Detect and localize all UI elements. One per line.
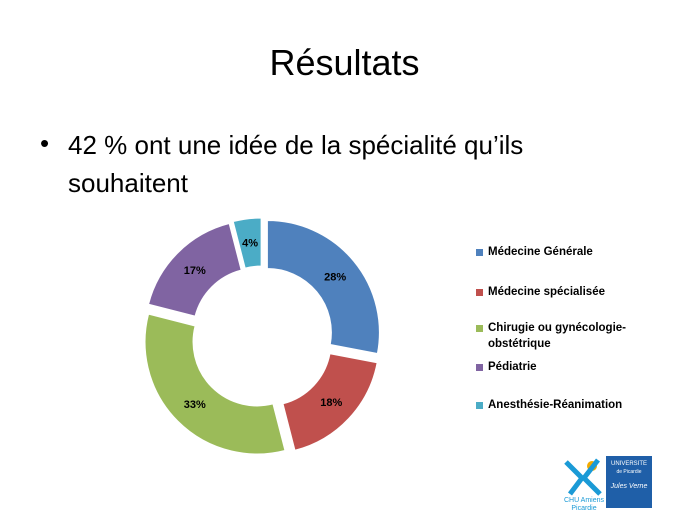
doughnut-slice (144, 313, 286, 455)
doughnut-slice (147, 222, 242, 317)
data-label: 4% (242, 238, 258, 250)
data-label: 28% (324, 271, 346, 283)
logo-text: CHU Amiens (564, 497, 605, 504)
legend-label: Médecine spécialisée (488, 286, 605, 298)
legend-label: Anesthésie-Réanimation (488, 399, 623, 411)
slide-title: Résultats (269, 42, 420, 83)
legend-label: Chirugie ou gynécologie-obstétrique (488, 322, 627, 350)
legend-swatch (476, 402, 483, 409)
data-label: 17% (184, 265, 206, 277)
data-label: 18% (320, 397, 342, 409)
data-label: 33% (184, 399, 206, 411)
legend-label: Pédiatrie (488, 361, 537, 373)
doughnut-slice (232, 217, 262, 269)
legend-swatch (476, 364, 483, 371)
logo-figure (564, 458, 602, 496)
legend-label: Médecine Générale (488, 246, 593, 258)
legend-swatch (476, 249, 483, 256)
logo-text: Picardie (571, 505, 596, 512)
legend-swatch (476, 325, 483, 332)
logo-box (606, 456, 652, 508)
universite-logo: UNIVERSITE de Picardie Jules Verne (606, 456, 652, 508)
legend-swatch (476, 289, 483, 296)
bullet-text: 42 % ont une idée de la spécialité qu’il… (68, 130, 524, 198)
logo-text: Jules Verne (610, 483, 648, 490)
chu-logo: CHU Amiens Picardie (564, 458, 605, 512)
logo-text: UNIVERSITE (611, 461, 647, 467)
doughnut-slice (266, 220, 380, 355)
bullet-dot: • (40, 128, 50, 158)
logo-text: de Picardie (616, 469, 641, 475)
doughnut-slice (282, 353, 378, 451)
